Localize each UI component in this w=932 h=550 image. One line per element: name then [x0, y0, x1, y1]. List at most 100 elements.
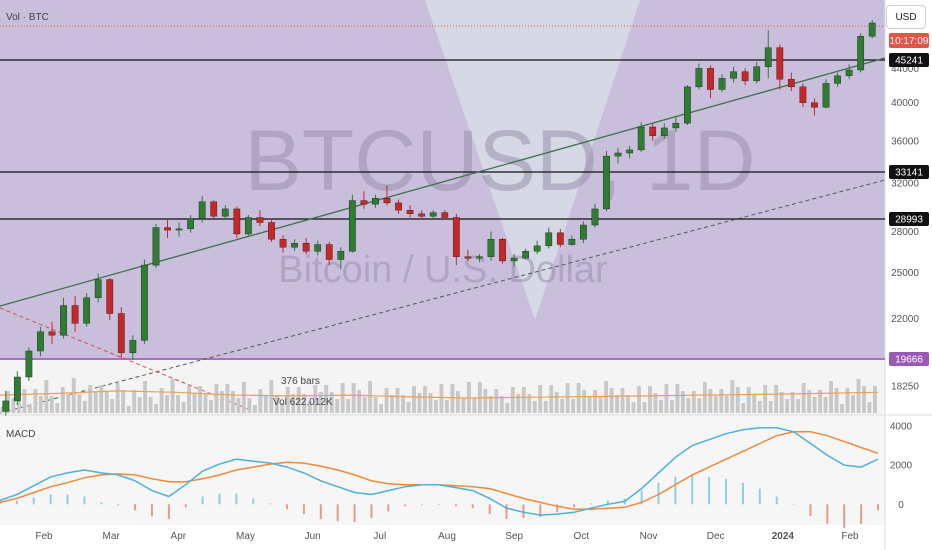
candle-body	[221, 208, 229, 217]
candle-body	[441, 212, 449, 218]
macd-y-tick: 4000	[890, 421, 913, 432]
volume-bar	[763, 385, 768, 413]
bars-count-label: 376 bars	[281, 376, 320, 387]
time-axis-label: Oct	[574, 531, 590, 542]
candle-body	[476, 256, 483, 259]
macd-hist-bar	[505, 504, 508, 520]
current-price-text: 10:17:09	[890, 36, 929, 47]
volume-bar	[269, 380, 274, 413]
level-tag-28993-text: 28993	[895, 215, 923, 226]
candle-body	[25, 350, 33, 378]
volume-bar	[719, 389, 724, 413]
volume-bar	[401, 395, 405, 413]
lower-trend-line[interactable]	[0, 179, 886, 414]
candle-body	[187, 218, 194, 230]
macd-hist-bar	[691, 474, 694, 505]
price-y-tick: 18250	[891, 381, 919, 392]
time-axis-label: Feb	[35, 531, 53, 542]
candle-body	[730, 71, 737, 79]
volume-bars	[0, 378, 877, 413]
price-y-tick: 28000	[891, 227, 919, 238]
volume-bar	[412, 386, 416, 413]
time-axis-label: Nov	[640, 531, 658, 542]
candle-body	[637, 126, 645, 151]
currency-button[interactable]: USD	[886, 5, 926, 29]
volume-bar	[115, 383, 120, 413]
macd-hist-bar	[741, 482, 744, 505]
macd-hist-bar	[725, 478, 728, 505]
candle-body	[845, 69, 853, 77]
candle-body	[13, 376, 21, 402]
macd-hist-bar	[117, 504, 120, 506]
macd-histogram	[0, 474, 879, 528]
macd-hist-bar	[809, 504, 812, 517]
macd-hist-bar	[32, 497, 35, 505]
candle-body	[129, 340, 137, 353]
candle-body	[233, 208, 241, 235]
macd-hist-bar	[826, 504, 829, 524]
volume-bar	[423, 386, 427, 413]
level-tag-45241: 45241	[889, 53, 929, 67]
price-y-tick: 32000	[891, 179, 919, 190]
candle-body	[71, 305, 79, 324]
candle-body	[2, 400, 10, 412]
volume-bar	[137, 397, 142, 413]
volume-bar	[335, 399, 340, 413]
volume-bar	[818, 390, 823, 413]
candle-body	[868, 22, 876, 37]
volume-bar	[494, 389, 499, 413]
macd-hist-bar	[708, 476, 711, 505]
macd-hist-bar	[775, 496, 778, 505]
volume-bar	[829, 381, 833, 413]
volume-bar	[220, 391, 224, 413]
volume-bar	[796, 399, 801, 413]
volume-bar	[390, 395, 394, 413]
volume-bar	[214, 384, 219, 413]
macd-pane-bg	[0, 415, 885, 525]
candle-body	[383, 197, 391, 204]
volume-bar	[291, 394, 296, 413]
volume-bar	[527, 394, 532, 413]
volume-bar	[181, 402, 186, 413]
volume-bar	[510, 387, 515, 413]
volume-bar	[143, 381, 148, 413]
candle-body	[429, 212, 437, 217]
volume-bar	[735, 387, 740, 413]
upper-trend-line[interactable]	[0, 57, 886, 307]
candle-body	[811, 102, 818, 108]
volume-bar	[862, 386, 866, 413]
price-y-tick: 40000	[891, 98, 919, 109]
macd-hist-bar	[573, 504, 576, 508]
time-axis-label: May	[236, 531, 255, 542]
volume-bar	[499, 396, 504, 413]
volume-bar	[867, 402, 872, 413]
volume-bar	[582, 390, 587, 413]
candle-body	[487, 239, 495, 257]
candle-body	[106, 279, 114, 314]
volume-bar	[598, 397, 603, 413]
candle-body	[83, 297, 91, 324]
volume-bar	[351, 383, 356, 413]
macd-hist-bar	[539, 504, 542, 518]
volume-bar	[49, 396, 54, 413]
macd-hist-bar	[589, 503, 592, 505]
volume-bar	[631, 402, 636, 413]
volume-bar	[873, 386, 877, 413]
candle-body	[533, 245, 541, 252]
macd-hist-bar	[218, 493, 221, 505]
macd-hist-bar	[387, 504, 390, 512]
volume-bar	[236, 398, 241, 413]
volume-bar	[406, 402, 411, 413]
candle-body	[603, 155, 610, 210]
macd-hist-bar	[606, 500, 609, 505]
volume-bar	[60, 387, 65, 413]
macd-hist-bar	[438, 504, 440, 506]
time-axis-label: 2024	[772, 531, 795, 542]
candle-body	[499, 239, 506, 262]
candle-body	[753, 66, 761, 82]
macd-hist-bar	[83, 496, 86, 505]
volume-bar	[450, 384, 455, 413]
macd-hist-bar	[49, 494, 52, 505]
volume-bar	[93, 392, 98, 413]
